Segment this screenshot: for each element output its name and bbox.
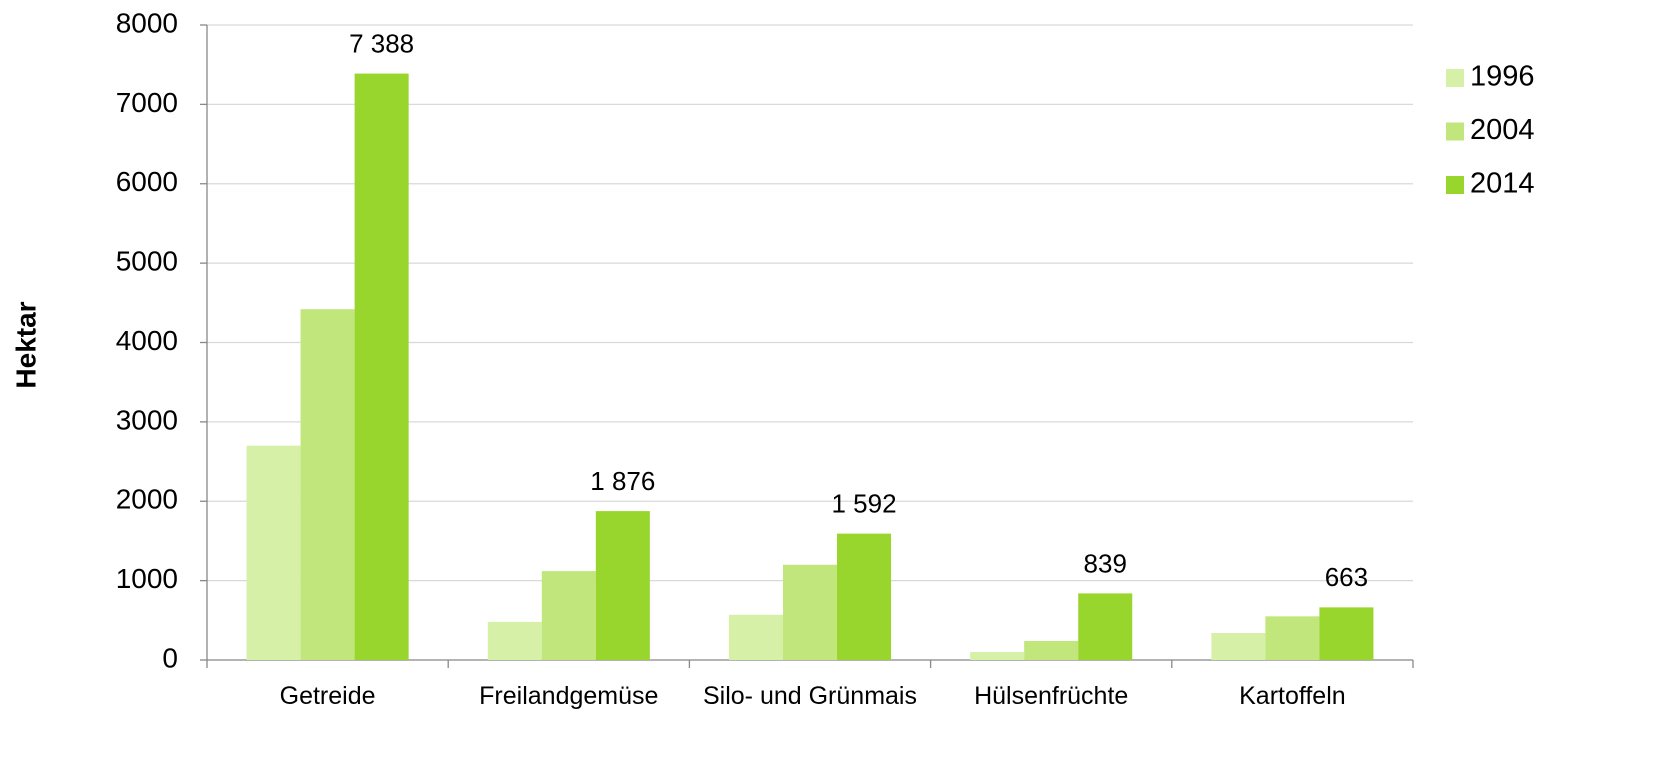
bar <box>970 652 1025 660</box>
y-tick-label: 3000 <box>116 404 178 435</box>
x-tick-label: Silo- und Grünmais <box>703 682 917 710</box>
y-axis-label: Hektar <box>10 301 41 388</box>
legend-swatch <box>1446 176 1464 194</box>
legend-swatch <box>1446 69 1464 87</box>
bar <box>1319 607 1374 660</box>
bar <box>728 614 783 660</box>
legend-label: 2014 <box>1470 168 1535 200</box>
bar <box>595 511 650 660</box>
x-tick-label: Freilandgemüse <box>479 682 659 710</box>
bar <box>782 564 838 660</box>
bar <box>1078 593 1133 660</box>
y-tick-label: 5000 <box>116 246 178 277</box>
y-tick-label: 0 <box>162 642 178 673</box>
bar <box>1265 616 1320 660</box>
bar <box>354 73 409 660</box>
data-label: 663 <box>1325 562 1368 592</box>
data-label: 7 388 <box>349 28 414 58</box>
legend-swatch <box>1446 122 1464 141</box>
y-tick-label: 2000 <box>116 484 178 515</box>
x-tick-label: Hülsenfrüchte <box>974 682 1129 710</box>
data-label: 839 <box>1084 548 1127 578</box>
bar <box>300 309 355 660</box>
bar <box>1211 633 1266 660</box>
y-tick-label: 6000 <box>116 166 178 197</box>
data-label: 1 592 <box>831 489 896 519</box>
data-label: 1 876 <box>590 466 655 496</box>
x-tick-label: Getreide <box>279 682 376 710</box>
y-tick-label: 4000 <box>116 325 178 356</box>
bar <box>837 533 892 660</box>
legend-label: 1996 <box>1470 61 1535 93</box>
x-tick-label: Kartoffeln <box>1239 682 1346 710</box>
bar <box>487 621 542 660</box>
bar <box>1024 640 1079 660</box>
y-tick-label: 8000 <box>116 7 178 38</box>
bar <box>541 571 596 660</box>
y-tick-label: 7000 <box>116 87 178 118</box>
legend-label: 2004 <box>1470 114 1535 146</box>
y-tick-label: 1000 <box>116 563 178 594</box>
bar <box>246 445 301 660</box>
